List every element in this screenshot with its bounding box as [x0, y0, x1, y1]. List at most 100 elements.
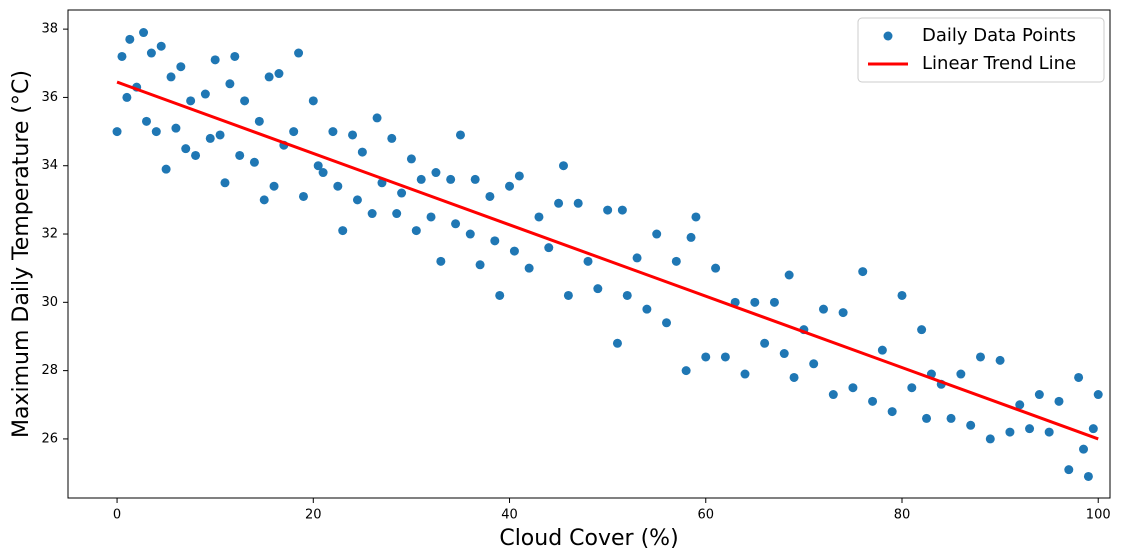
data-point	[151, 127, 161, 137]
data-point	[573, 198, 583, 208]
data-point	[357, 147, 367, 157]
data-point	[652, 229, 662, 239]
data-point	[612, 338, 622, 348]
data-point	[558, 161, 568, 171]
y-tick-label: 32	[41, 227, 58, 242]
data-point	[274, 69, 284, 79]
data-point	[740, 369, 750, 379]
y-axis-label: Maximum Daily Temperature (°C)	[9, 70, 34, 438]
data-point	[352, 195, 362, 205]
data-point	[779, 349, 789, 359]
data-point	[642, 304, 652, 314]
y-tick-label: 30	[41, 295, 58, 310]
data-point	[887, 407, 897, 417]
data-point	[240, 96, 250, 106]
data-point	[868, 396, 878, 406]
data-point	[505, 181, 515, 191]
data-point	[603, 205, 613, 215]
data-point	[524, 263, 534, 273]
data-point	[907, 383, 917, 393]
data-point	[387, 133, 397, 143]
plot-frame	[67, 9, 1111, 499]
data-point	[514, 171, 524, 181]
data-point	[544, 243, 554, 253]
data-point	[995, 355, 1005, 365]
data-point	[254, 116, 264, 126]
data-point	[1025, 424, 1035, 434]
data-point	[348, 130, 358, 140]
data-point	[1034, 390, 1044, 400]
data-point	[534, 212, 544, 222]
data-point	[701, 352, 711, 362]
data-point	[141, 116, 151, 126]
y-tick-label: 28	[41, 363, 58, 378]
data-point	[789, 372, 799, 382]
data-point	[922, 413, 932, 423]
data-point	[191, 150, 201, 160]
data-point	[828, 390, 838, 400]
data-point	[966, 420, 976, 430]
data-point	[308, 96, 318, 106]
x-tick-label: 0	[113, 508, 121, 523]
data-point	[338, 226, 348, 236]
data-point	[436, 256, 446, 266]
data-point	[446, 174, 456, 184]
data-point	[681, 366, 691, 376]
data-point	[897, 290, 907, 300]
data-point	[1054, 396, 1064, 406]
data-point	[122, 92, 132, 102]
data-point	[490, 236, 500, 246]
data-point	[426, 212, 436, 222]
data-point	[838, 308, 848, 318]
data-point	[200, 89, 210, 99]
legend-box	[857, 17, 1105, 83]
data-point	[181, 144, 191, 154]
data-point	[691, 212, 701, 222]
data-point	[485, 191, 495, 201]
data-point	[230, 51, 240, 61]
data-point	[632, 253, 642, 263]
data-point	[750, 297, 760, 307]
data-point	[451, 219, 461, 229]
data-point	[176, 62, 186, 72]
data-point	[877, 345, 887, 355]
data-point	[554, 198, 564, 208]
data-point	[210, 55, 220, 65]
legend-marker	[883, 31, 893, 41]
legend: Daily Data Points Linear Trend Line	[857, 17, 1105, 83]
data-point	[431, 168, 441, 178]
data-point	[1064, 465, 1074, 475]
y-tick-label: 34	[41, 158, 58, 173]
data-point	[1044, 427, 1054, 437]
x-tick-label: 80	[894, 508, 911, 523]
data-point	[171, 123, 181, 133]
x-tick-label: 20	[305, 508, 322, 523]
data-point	[784, 270, 794, 280]
data-point	[406, 154, 416, 164]
data-point	[1093, 390, 1103, 400]
data-point	[617, 205, 627, 215]
data-point	[112, 127, 122, 137]
data-point	[397, 188, 407, 198]
trend-line	[116, 80, 1099, 441]
y-tick-label: 36	[41, 90, 58, 105]
data-point	[593, 284, 603, 294]
data-point	[372, 113, 382, 123]
data-point	[848, 383, 858, 393]
data-point	[139, 28, 149, 38]
data-point	[215, 130, 225, 140]
data-point	[367, 209, 377, 219]
data-point	[769, 297, 779, 307]
data-point	[166, 72, 176, 82]
data-point	[465, 229, 475, 239]
data-point	[392, 209, 402, 219]
data-point	[1088, 424, 1098, 434]
data-point	[235, 150, 245, 160]
data-point	[411, 226, 421, 236]
data-point	[622, 290, 632, 300]
x-axis-label: Cloud Cover (%)	[499, 526, 678, 551]
data-point	[475, 260, 485, 270]
data-point	[662, 318, 672, 328]
data-point	[289, 127, 299, 137]
